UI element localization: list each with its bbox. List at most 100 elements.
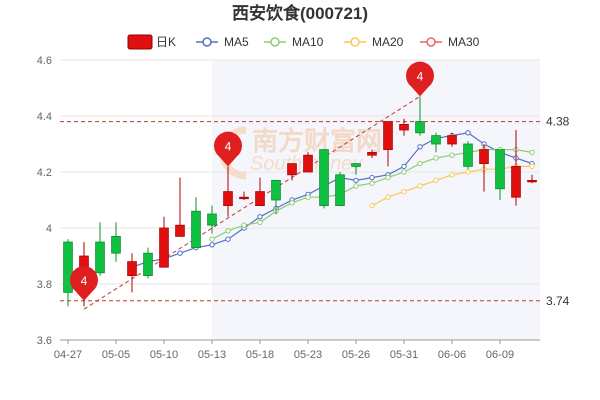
ma20-point-6 xyxy=(465,169,471,175)
candle-body-19 xyxy=(367,151,377,156)
legend: 日K MA5 MA10 MA20 MA30 xyxy=(127,34,480,50)
candle-9 xyxy=(207,205,217,234)
candle-2 xyxy=(95,222,105,276)
marker-pin-label-2: 4 xyxy=(417,69,424,83)
candle-24 xyxy=(447,132,457,147)
ref-line-label-1: 3.74 xyxy=(546,294,570,308)
candle-7 xyxy=(175,177,185,237)
candle-26 xyxy=(479,144,489,192)
candle-body-18 xyxy=(351,163,361,167)
legend-label-3: MA20 xyxy=(372,35,404,49)
legend-dot-icon-2 xyxy=(270,37,280,47)
candle-25 xyxy=(463,141,473,170)
ma10-point-20 xyxy=(529,149,535,156)
ma10-point-3 xyxy=(257,219,263,226)
ma10-point-13 xyxy=(417,160,423,167)
candle-body-1 xyxy=(79,255,89,268)
candle-body-10 xyxy=(223,191,233,207)
ma10-point-0 xyxy=(209,236,215,242)
candle-4 xyxy=(127,253,137,293)
ma10-point-6 xyxy=(305,194,311,200)
reference-lines: 4.38 3.74 xyxy=(60,115,570,308)
candle-body-6 xyxy=(159,227,169,268)
candle-body-28 xyxy=(511,165,521,198)
candle-22 xyxy=(415,96,425,136)
marker-pin-2: 4 xyxy=(406,61,434,97)
candle-body-8 xyxy=(191,210,201,248)
y-axis: 3.6 3.8 4 4.2 4.4 4.6 xyxy=(37,55,52,347)
legend-candle-icon xyxy=(127,34,153,50)
candle-21 xyxy=(399,118,409,136)
candle-body-24 xyxy=(447,135,457,145)
x-axis: 04-27 05-05 05-10 05-13 05-18 05-23 05-26 05-31… xyxy=(54,339,540,361)
candle-body-14 xyxy=(287,163,297,176)
watermark: 南方财富网 Southmoney xyxy=(219,126,382,180)
trend-line xyxy=(83,95,421,310)
candle-body-3 xyxy=(111,235,121,254)
ma5-point-15 xyxy=(369,174,375,181)
candle-29 xyxy=(527,174,537,184)
x-tick-label-2: 05-10 xyxy=(150,349,178,361)
marker-pin-shape-0 xyxy=(70,266,98,301)
legend-item-3: MA20 xyxy=(344,35,404,49)
ma10-point-15 xyxy=(449,152,455,158)
candle-body-21 xyxy=(399,124,409,131)
legend-item-1: MA5 xyxy=(196,35,249,49)
ma5-point-6 xyxy=(225,236,231,242)
ref-line-label-0: 4.38 xyxy=(546,115,570,129)
legend-item-2: MA10 xyxy=(264,35,324,49)
ma10-point-11 xyxy=(385,174,391,181)
ma10-point-9 xyxy=(353,183,359,189)
x-tick-label-1: 05-05 xyxy=(102,349,130,361)
legend-item-4: MA30 xyxy=(420,35,480,49)
candle-8 xyxy=(191,197,201,248)
ma10-point-14 xyxy=(433,155,439,161)
candle-body-4 xyxy=(127,261,137,277)
grid-lines xyxy=(60,59,540,341)
candle-15 xyxy=(303,152,313,173)
candle-body-22 xyxy=(415,121,425,134)
ma5-point-5 xyxy=(209,242,215,248)
ma10-point-2 xyxy=(241,222,247,228)
candle-17 xyxy=(335,172,345,207)
ma-band xyxy=(212,60,540,340)
ma20-point-4 xyxy=(433,177,439,184)
marker-pin-label-1: 4 xyxy=(225,139,232,153)
x-tick-label-0: 04-27 xyxy=(54,349,82,361)
candle-body-7 xyxy=(175,224,185,237)
candle-body-13 xyxy=(271,179,281,201)
marker-pin-1: 4 xyxy=(214,131,242,167)
candle-5 xyxy=(143,247,153,279)
legend-label-0: 日K xyxy=(156,35,176,49)
candle-body-23 xyxy=(431,135,441,145)
marker-pin-shape-1 xyxy=(214,131,242,167)
x-tick-label-8: 06-06 xyxy=(438,349,466,361)
candle-13 xyxy=(271,179,281,214)
candle-body-5 xyxy=(143,252,153,276)
ma5-point-18 xyxy=(417,144,423,150)
y-tick-label-0: 3.6 xyxy=(37,335,52,347)
ma10-point-10 xyxy=(369,180,375,186)
ma10-point-12 xyxy=(401,169,407,175)
candle-23 xyxy=(431,132,441,153)
ma10-point-1 xyxy=(225,228,231,234)
candle-0 xyxy=(63,239,73,307)
legend-label-2: MA10 xyxy=(292,35,324,49)
ma5-point-3 xyxy=(177,250,183,256)
candle-16 xyxy=(319,149,329,209)
candle-6 xyxy=(159,216,169,268)
candle-27 xyxy=(495,149,505,200)
candle-19 xyxy=(367,149,377,158)
candle-20 xyxy=(383,121,393,167)
candle-body-25 xyxy=(463,143,473,167)
y-tick-label-2: 4 xyxy=(46,223,52,235)
ma20-point-2 xyxy=(401,188,407,195)
candle-body-12 xyxy=(255,191,265,207)
candles xyxy=(63,96,537,307)
candle-11 xyxy=(239,191,249,200)
chart-title: 西安饮食(000721) xyxy=(232,3,368,23)
y-tick-label-1: 3.8 xyxy=(37,279,52,291)
ma5-point-21 xyxy=(465,130,471,136)
legend-label-1: MA5 xyxy=(224,35,249,49)
ma10-point-5 xyxy=(289,200,295,206)
